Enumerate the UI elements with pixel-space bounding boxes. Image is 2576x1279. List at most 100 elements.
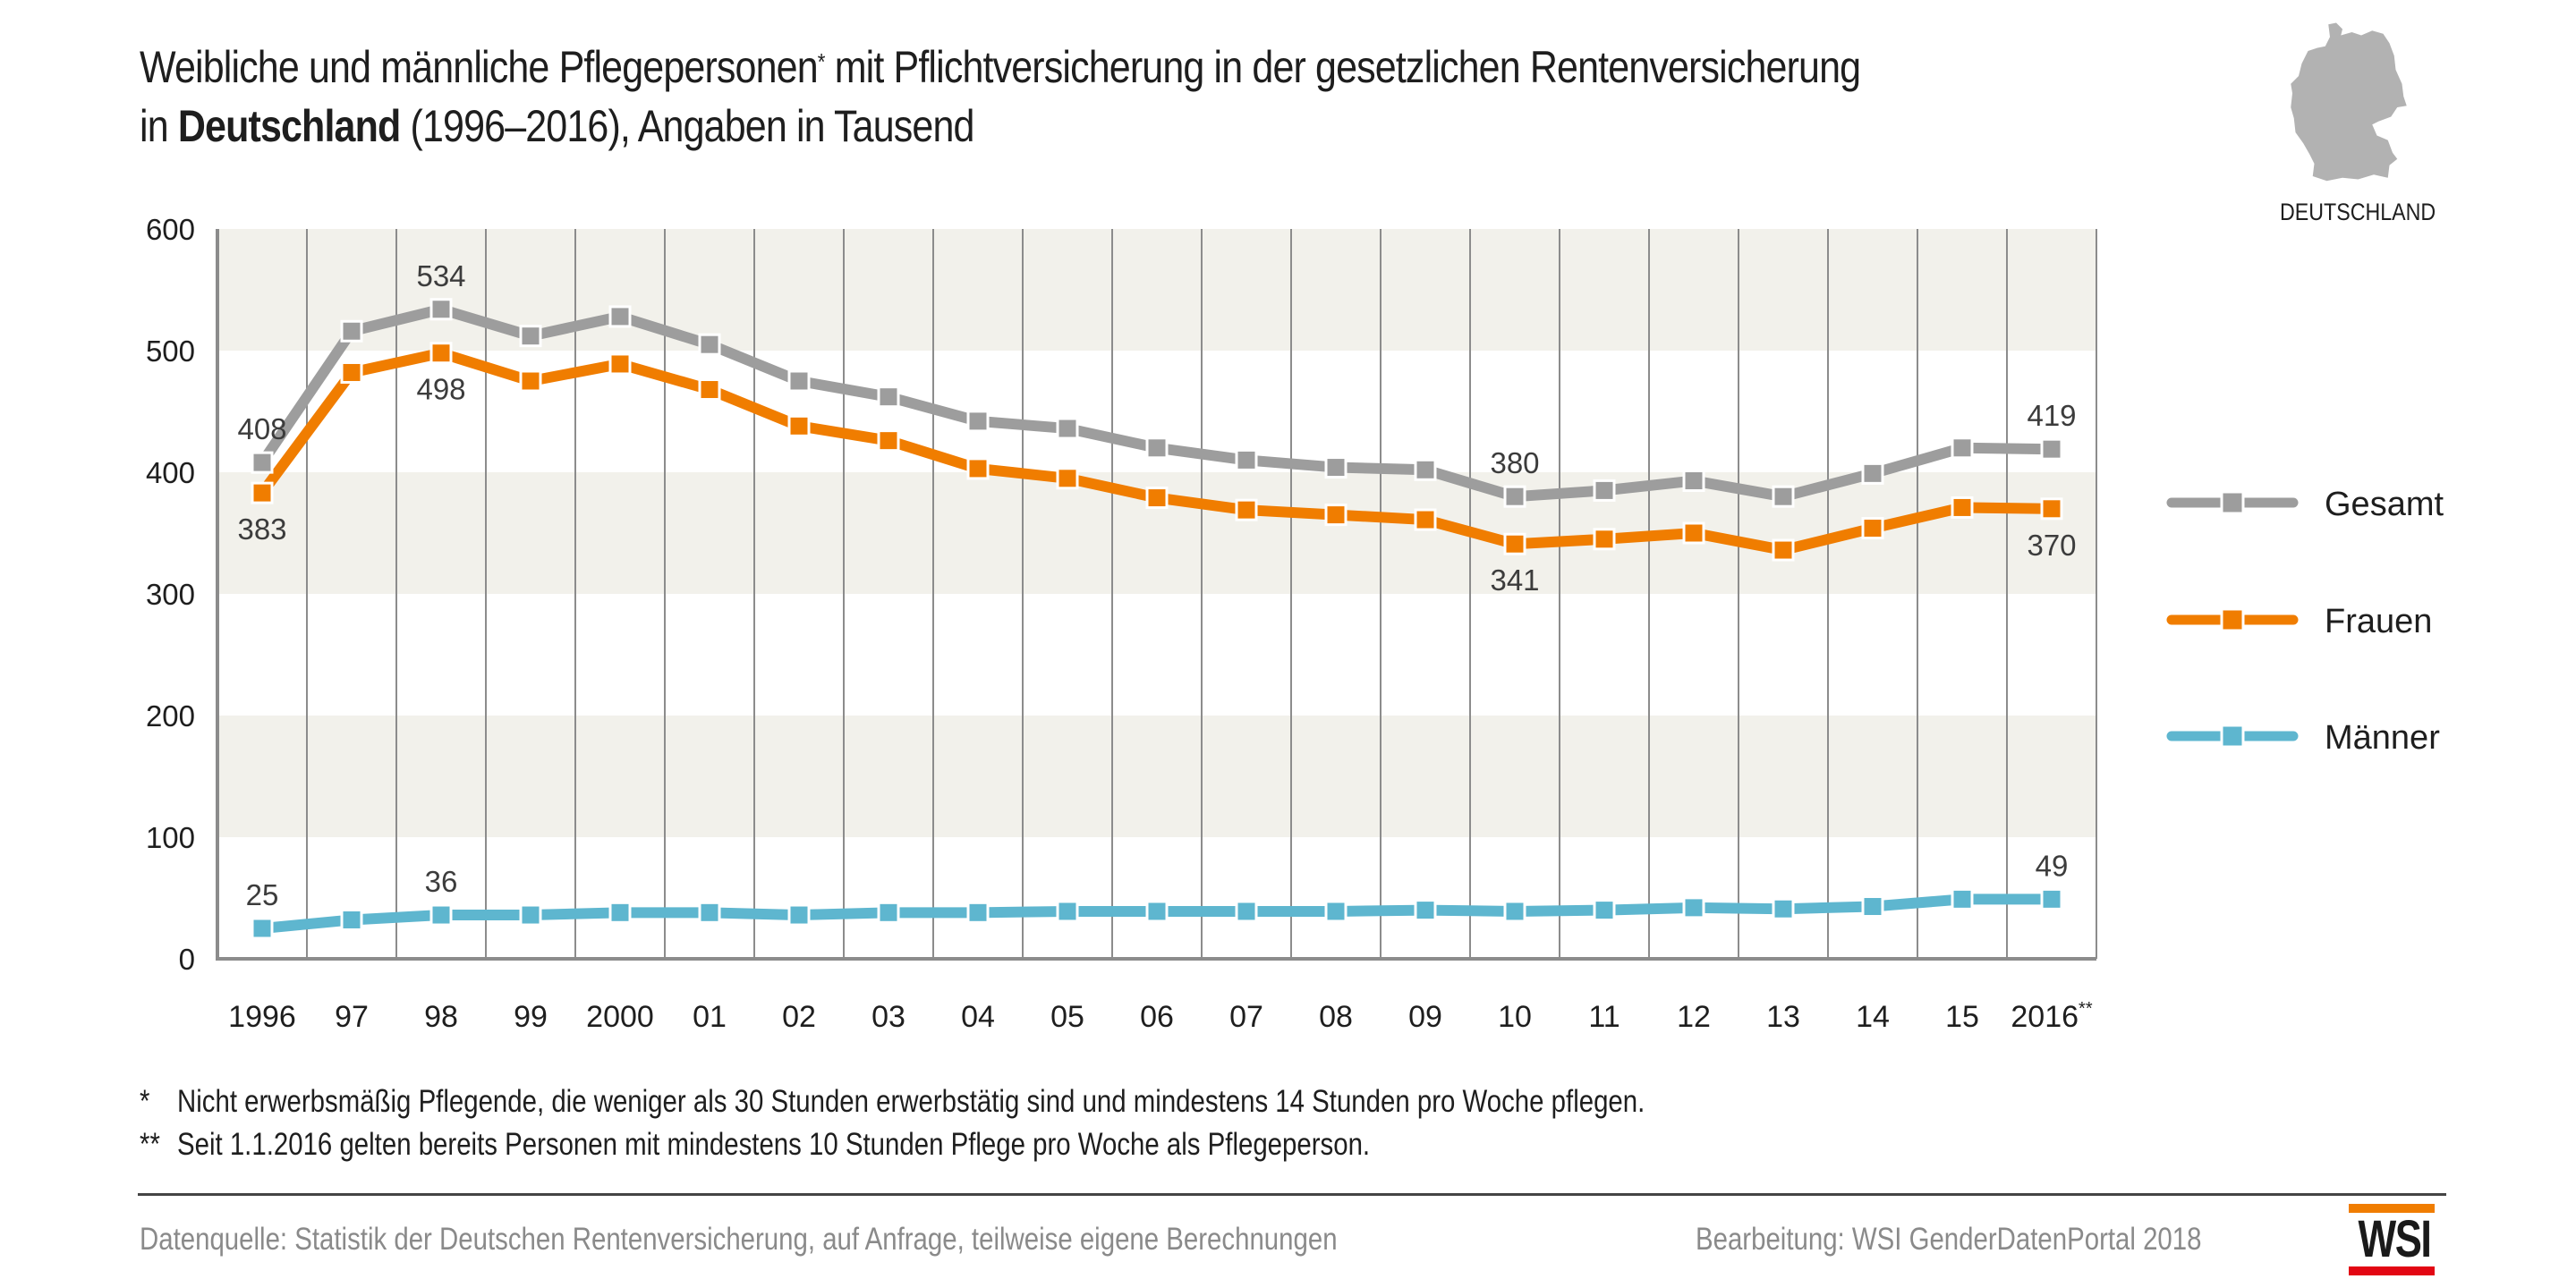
data-label-gesamt: 380 [1490,446,1539,479]
footnote-marker: * [817,48,826,75]
legend: Gesamt Frauen Männer [2166,486,2444,757]
logo-top-bar [2349,1204,2435,1213]
data-point-frauen [1056,467,1079,490]
data-point-gesamt [340,319,363,343]
series-lines [251,298,2063,940]
series-gesamt [251,298,2063,508]
data-label-frauen: 383 [237,512,286,546]
wsi-logo: WSI [2349,1204,2435,1275]
footnotes: * Nicht erwerbsmäßig Pflegende, die wenig… [140,1080,1645,1166]
x-tick-label: 05 [1050,1000,1084,1034]
data-label-frauen: 498 [416,373,465,406]
data-point-maenner [1682,896,1705,919]
data-label-frauen: 341 [1490,563,1539,597]
data-point-maenner [1951,887,1974,911]
map-label: DEUTSCHLAND [2280,199,2436,225]
background-band [217,229,2096,351]
data-point-gesamt [1951,436,1974,460]
legend-marker-gesamt [2220,490,2245,515]
data-source: Datenquelle: Statistik der Deutschen Ren… [140,1222,1338,1257]
legend-label-frauen: Frauen [2325,603,2432,640]
data-point-maenner [1056,900,1079,923]
data-point-gesamt [698,333,721,356]
data-label-frauen: 370 [2027,529,2076,562]
data-point-frauen [2040,497,2063,521]
x-tick-label: 10 [1498,1000,1532,1034]
footnote-1: * Nicht erwerbsmäßig Pflegende, die wenig… [140,1084,1645,1119]
x-tick-label: 2016** [2011,999,2092,1034]
legend-label-maenner: Männer [2325,719,2440,757]
series-frauen [251,342,2063,562]
x-tick-label: 03 [871,1000,905,1034]
legend-label-gesamt: Gesamt [2325,486,2444,523]
legend-item-gesamt: Gesamt [2166,486,2444,523]
data-point-frauen [877,429,900,453]
data-point-maenner [429,903,453,927]
data-point-gesamt [519,325,542,348]
y-tick-label: 100 [146,821,195,854]
x-tick-label: 01 [693,1000,727,1034]
title-line-2: in Deutschland (1996–2016), Angaben in T… [140,101,974,151]
x-tick-label: 08 [1319,1000,1353,1034]
x-tick-label: 1996 [228,1000,296,1034]
legend-item-frauen: Frauen [2166,603,2432,640]
credit: Bearbeitung: WSI GenderDatenPortal 2018 [1696,1222,2202,1257]
data-point-maenner [877,901,900,924]
data-point-frauen [1593,528,1616,551]
legend-marker-frauen [2220,607,2245,632]
background-band [217,716,2096,837]
x-tick-label: 98 [424,1000,458,1034]
legend-item-maenner: Männer [2166,719,2440,757]
data-point-frauen [519,369,542,393]
y-tick-label: 500 [146,335,195,368]
logo-bottom-bar [2349,1266,2435,1275]
data-label-maenner: 25 [246,878,279,911]
data-point-maenner [251,917,274,940]
data-label-maenner: 36 [425,865,458,898]
x-tick-label: 12 [1677,1000,1711,1034]
data-point-maenner [787,903,811,927]
data-label-maenner: 49 [2036,849,2069,882]
data-point-gesamt [1503,485,1526,508]
data-point-gesamt [2040,437,2063,461]
data-point-maenner [519,903,542,927]
data-point-gesamt [787,369,811,393]
data-point-frauen [340,360,363,384]
data-point-gesamt [1772,485,1795,508]
y-tick-label: 300 [146,578,195,611]
series-maenner [251,887,2063,940]
data-point-gesamt [877,385,900,409]
data-point-frauen [1951,496,1974,519]
data-point-frauen [1503,532,1526,555]
data-point-maenner [1145,900,1169,923]
x-tick-label: 02 [782,1000,816,1034]
data-point-maenner [1235,900,1258,923]
data-point-maenner [1414,899,1437,922]
x-tick-label: 06 [1140,1000,1174,1034]
data-point-gesamt [1682,470,1705,493]
vertical-gridlines [306,229,2097,959]
data-point-gesamt [966,410,990,433]
x-tick-footnote-marker: ** [2079,999,2093,1019]
y-tick-label: 200 [146,699,195,733]
x-tick-label: 09 [1408,1000,1442,1034]
background-bands [217,229,2096,837]
data-point-gesamt [1235,448,1258,471]
data-point-maenner [1324,900,1348,923]
title-country: Deutschland [177,101,401,151]
footnote-2: ** Seit 1.1.2016 gelten bereits Personen … [140,1127,1371,1162]
axes [216,229,2096,961]
data-point-gesamt [1414,458,1437,481]
data-point-gesamt [251,451,274,474]
data-point-frauen [1145,487,1169,510]
x-tick-label: 97 [335,1000,369,1034]
data-point-maenner [2040,887,2063,911]
data-point-maenner [1772,897,1795,920]
x-tick-label: 99 [514,1000,548,1034]
data-point-frauen [1235,498,1258,521]
data-label-gesamt: 419 [2027,399,2076,432]
y-axis-ticks: 0 100 200 300 400 500 600 [146,213,195,976]
x-tick-label: 14 [1856,1000,1890,1034]
data-point-gesamt [429,298,453,321]
